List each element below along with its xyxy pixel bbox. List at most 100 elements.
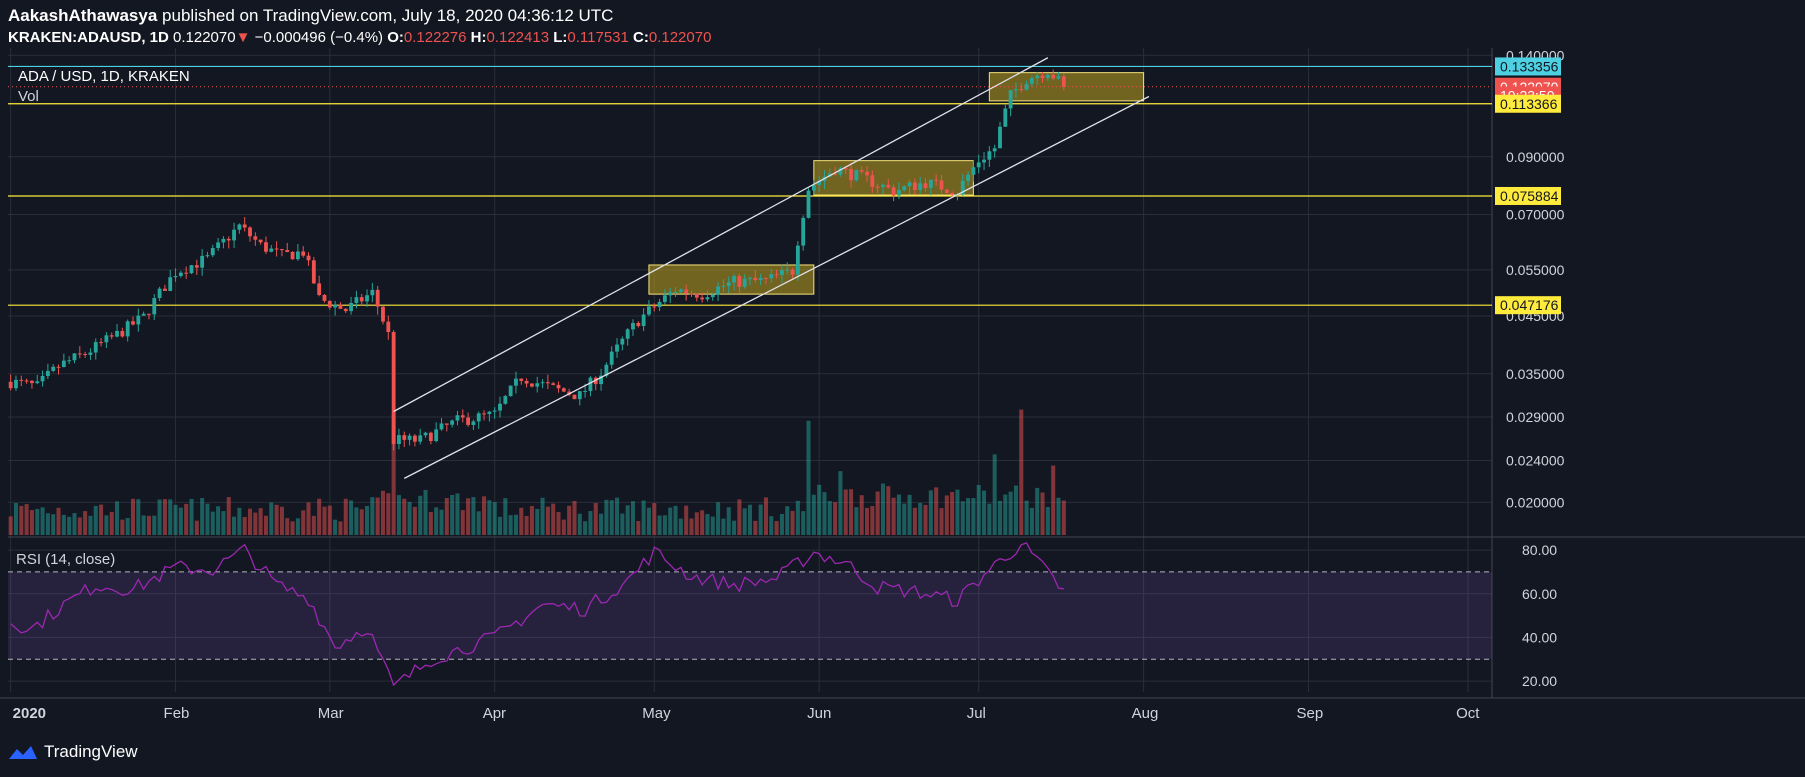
candle-body	[460, 415, 465, 418]
volume-bar	[583, 521, 588, 535]
volume-bar	[157, 499, 162, 535]
candle-body	[928, 179, 933, 188]
volume-bar	[205, 503, 210, 535]
price-label-box	[1495, 296, 1561, 315]
candle-body	[359, 297, 364, 302]
volume-bar	[1003, 494, 1008, 535]
volume-bar	[109, 511, 114, 535]
volume-bar	[418, 495, 423, 535]
volume-bar	[923, 504, 928, 535]
volume-bar	[460, 510, 465, 535]
publish-header: AakashAthawasya published on TradingView…	[8, 6, 613, 26]
candle-body	[939, 180, 944, 190]
candle-body	[1051, 74, 1056, 79]
author-name[interactable]: AakashAthawasya	[8, 6, 158, 25]
candle-body	[173, 276, 178, 278]
volume-bar	[349, 500, 354, 535]
volume-bar	[258, 508, 263, 535]
volume-bar	[545, 506, 550, 535]
volume-bar	[115, 501, 120, 535]
candle-body	[631, 322, 635, 330]
tradingview-logo[interactable]: TradingView	[8, 742, 138, 762]
volume-bar	[535, 508, 540, 535]
candle-body	[56, 366, 61, 368]
volume-bar	[763, 497, 768, 535]
volume-bar	[125, 518, 130, 535]
candle-body	[944, 189, 949, 194]
volume-bar	[444, 498, 449, 535]
candle-body	[881, 184, 885, 187]
volume-bar	[662, 515, 667, 535]
candle-body	[35, 381, 40, 384]
price-tick-label: 0.020000	[1506, 494, 1565, 510]
volume-bar	[950, 491, 955, 535]
volume-bar	[801, 511, 806, 535]
time-tick-label: Mar	[318, 705, 344, 722]
candle-body	[530, 383, 534, 387]
volume-bar	[620, 513, 625, 535]
candle-body	[343, 308, 348, 312]
volume-bar	[386, 493, 391, 535]
volume-bar	[1045, 507, 1050, 535]
rsi-tick-label: 60.00	[1522, 586, 1557, 602]
candle-body	[402, 435, 407, 440]
candle-body	[19, 379, 24, 381]
candle-body	[45, 370, 50, 376]
candle-body	[987, 151, 992, 160]
price-tick-label: 0.090000	[1506, 149, 1565, 165]
volume-bar	[944, 495, 949, 535]
candle-body	[274, 248, 279, 250]
candle-body	[162, 288, 167, 291]
volume-bar	[83, 511, 88, 535]
volume-bar	[604, 499, 609, 535]
volume-bar	[668, 507, 673, 535]
candle-body	[147, 313, 151, 315]
candle-body	[237, 224, 242, 230]
price-label-text: 0.113366	[1500, 96, 1558, 112]
volume-bar	[795, 500, 800, 535]
candle-body	[710, 294, 715, 298]
volume-bar	[210, 511, 215, 535]
volume-label: Vol	[18, 88, 39, 105]
volume-bar	[72, 513, 77, 535]
candle-body	[295, 251, 300, 260]
candle-body	[976, 162, 981, 168]
volume-bar	[551, 503, 556, 535]
candle-body	[157, 288, 162, 299]
volume-bar	[285, 518, 290, 535]
volume-bar	[338, 521, 343, 535]
volume-bar	[35, 508, 40, 535]
candle-body	[386, 321, 391, 333]
candle-body	[774, 274, 779, 276]
candle-body	[317, 283, 322, 295]
candle-body	[285, 250, 290, 252]
volume-bar	[333, 519, 338, 535]
candle-body	[418, 435, 423, 442]
open-value: 0.122276	[403, 29, 467, 46]
volume-bar	[471, 497, 476, 535]
volume-bar	[790, 510, 795, 535]
volume-bar	[1040, 492, 1045, 535]
candle-body	[365, 295, 369, 302]
candle-body	[721, 286, 726, 288]
volume-bar	[902, 503, 907, 535]
ohlc-header: KRAKEN:ADAUSD, 1D 0.122070▼ −0.000496 (−…	[8, 29, 711, 46]
rsi-tick-label: 40.00	[1522, 629, 1557, 645]
candle-body	[141, 313, 146, 316]
candle-body	[535, 383, 540, 387]
candle-body	[673, 291, 678, 293]
candle-body	[482, 413, 486, 415]
symbol-label: KRAKEN:ADAUSD, 1D	[8, 29, 169, 46]
volume-bar	[519, 507, 524, 535]
candle-body	[280, 249, 284, 251]
volume-bar	[907, 494, 912, 535]
price-label-box	[1495, 94, 1561, 113]
volume-bar	[710, 516, 715, 535]
volume-bar	[827, 501, 832, 535]
volume-bar	[279, 506, 284, 535]
candle-body	[115, 330, 119, 337]
volume-bar	[152, 515, 157, 535]
volume-bar	[93, 505, 98, 535]
volume-bar	[886, 486, 891, 535]
